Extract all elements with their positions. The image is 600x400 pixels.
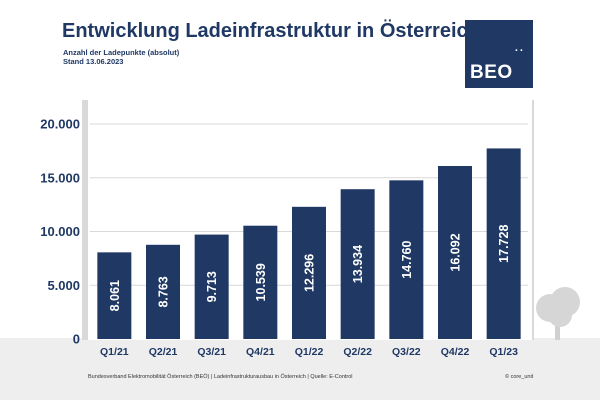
bar xyxy=(146,244,180,339)
bar-value-label: 8.061 xyxy=(108,280,122,311)
frame-post-left xyxy=(82,100,88,340)
subtitle: Anzahl der Ladepunkte (absolut) Stand 13… xyxy=(63,48,179,66)
bar xyxy=(97,252,132,339)
ground-band xyxy=(0,338,600,400)
bar xyxy=(340,189,375,339)
bar-value-label: 16.092 xyxy=(449,233,463,271)
y-tick-label: 0 xyxy=(73,332,80,347)
x-tick-label: Q2/21 xyxy=(149,346,178,358)
x-tick-label: Q4/22 xyxy=(441,346,470,358)
footer-source: Bundesverband Elektromobilität Österreic… xyxy=(88,374,353,380)
subtitle-date: Stand 13.06.2023 xyxy=(63,57,124,66)
bar xyxy=(243,225,278,339)
bar-value-label: 9.713 xyxy=(205,271,219,302)
bar xyxy=(389,180,424,339)
x-tick-label: Q1/22 xyxy=(295,346,324,358)
bar-value-label: 12.296 xyxy=(303,254,317,292)
bar xyxy=(486,148,521,339)
subtitle-measure: Anzahl der Ladepunkte (absolut) xyxy=(63,48,180,57)
bar-value-label: 13.934 xyxy=(351,245,365,283)
x-tick-label: Q2/22 xyxy=(343,346,372,358)
tree-icon xyxy=(536,287,580,340)
page-title: Entwicklung Ladeinfrastruktur in Österre… xyxy=(62,20,480,42)
x-tick-label: Q1/23 xyxy=(489,346,518,358)
x-tick-label: Q3/22 xyxy=(392,346,421,358)
footer-copyright: © core_unit xyxy=(505,374,534,380)
x-tick-label: Q3/21 xyxy=(197,346,226,358)
logo-dots: .. xyxy=(514,42,525,54)
bar-value-label: 8.763 xyxy=(157,276,171,307)
bar-value-label: 17.728 xyxy=(497,225,511,263)
y-tick-label: 10.000 xyxy=(40,224,80,239)
x-tick-label: Q4/21 xyxy=(246,346,275,358)
bar xyxy=(292,206,326,339)
bar-value-label: 10.539 xyxy=(254,263,268,301)
y-tick-label: 20.000 xyxy=(40,117,80,132)
y-tick-label: 5.000 xyxy=(47,278,80,293)
bar xyxy=(438,166,472,339)
bar xyxy=(194,234,229,339)
x-tick-label: Q1/21 xyxy=(100,346,129,358)
bar-value-label: 14.760 xyxy=(400,241,414,279)
y-tick-label: 15.000 xyxy=(40,170,80,185)
logo-text: BEO xyxy=(470,62,513,83)
beo-logo: .. BEO xyxy=(465,20,533,88)
